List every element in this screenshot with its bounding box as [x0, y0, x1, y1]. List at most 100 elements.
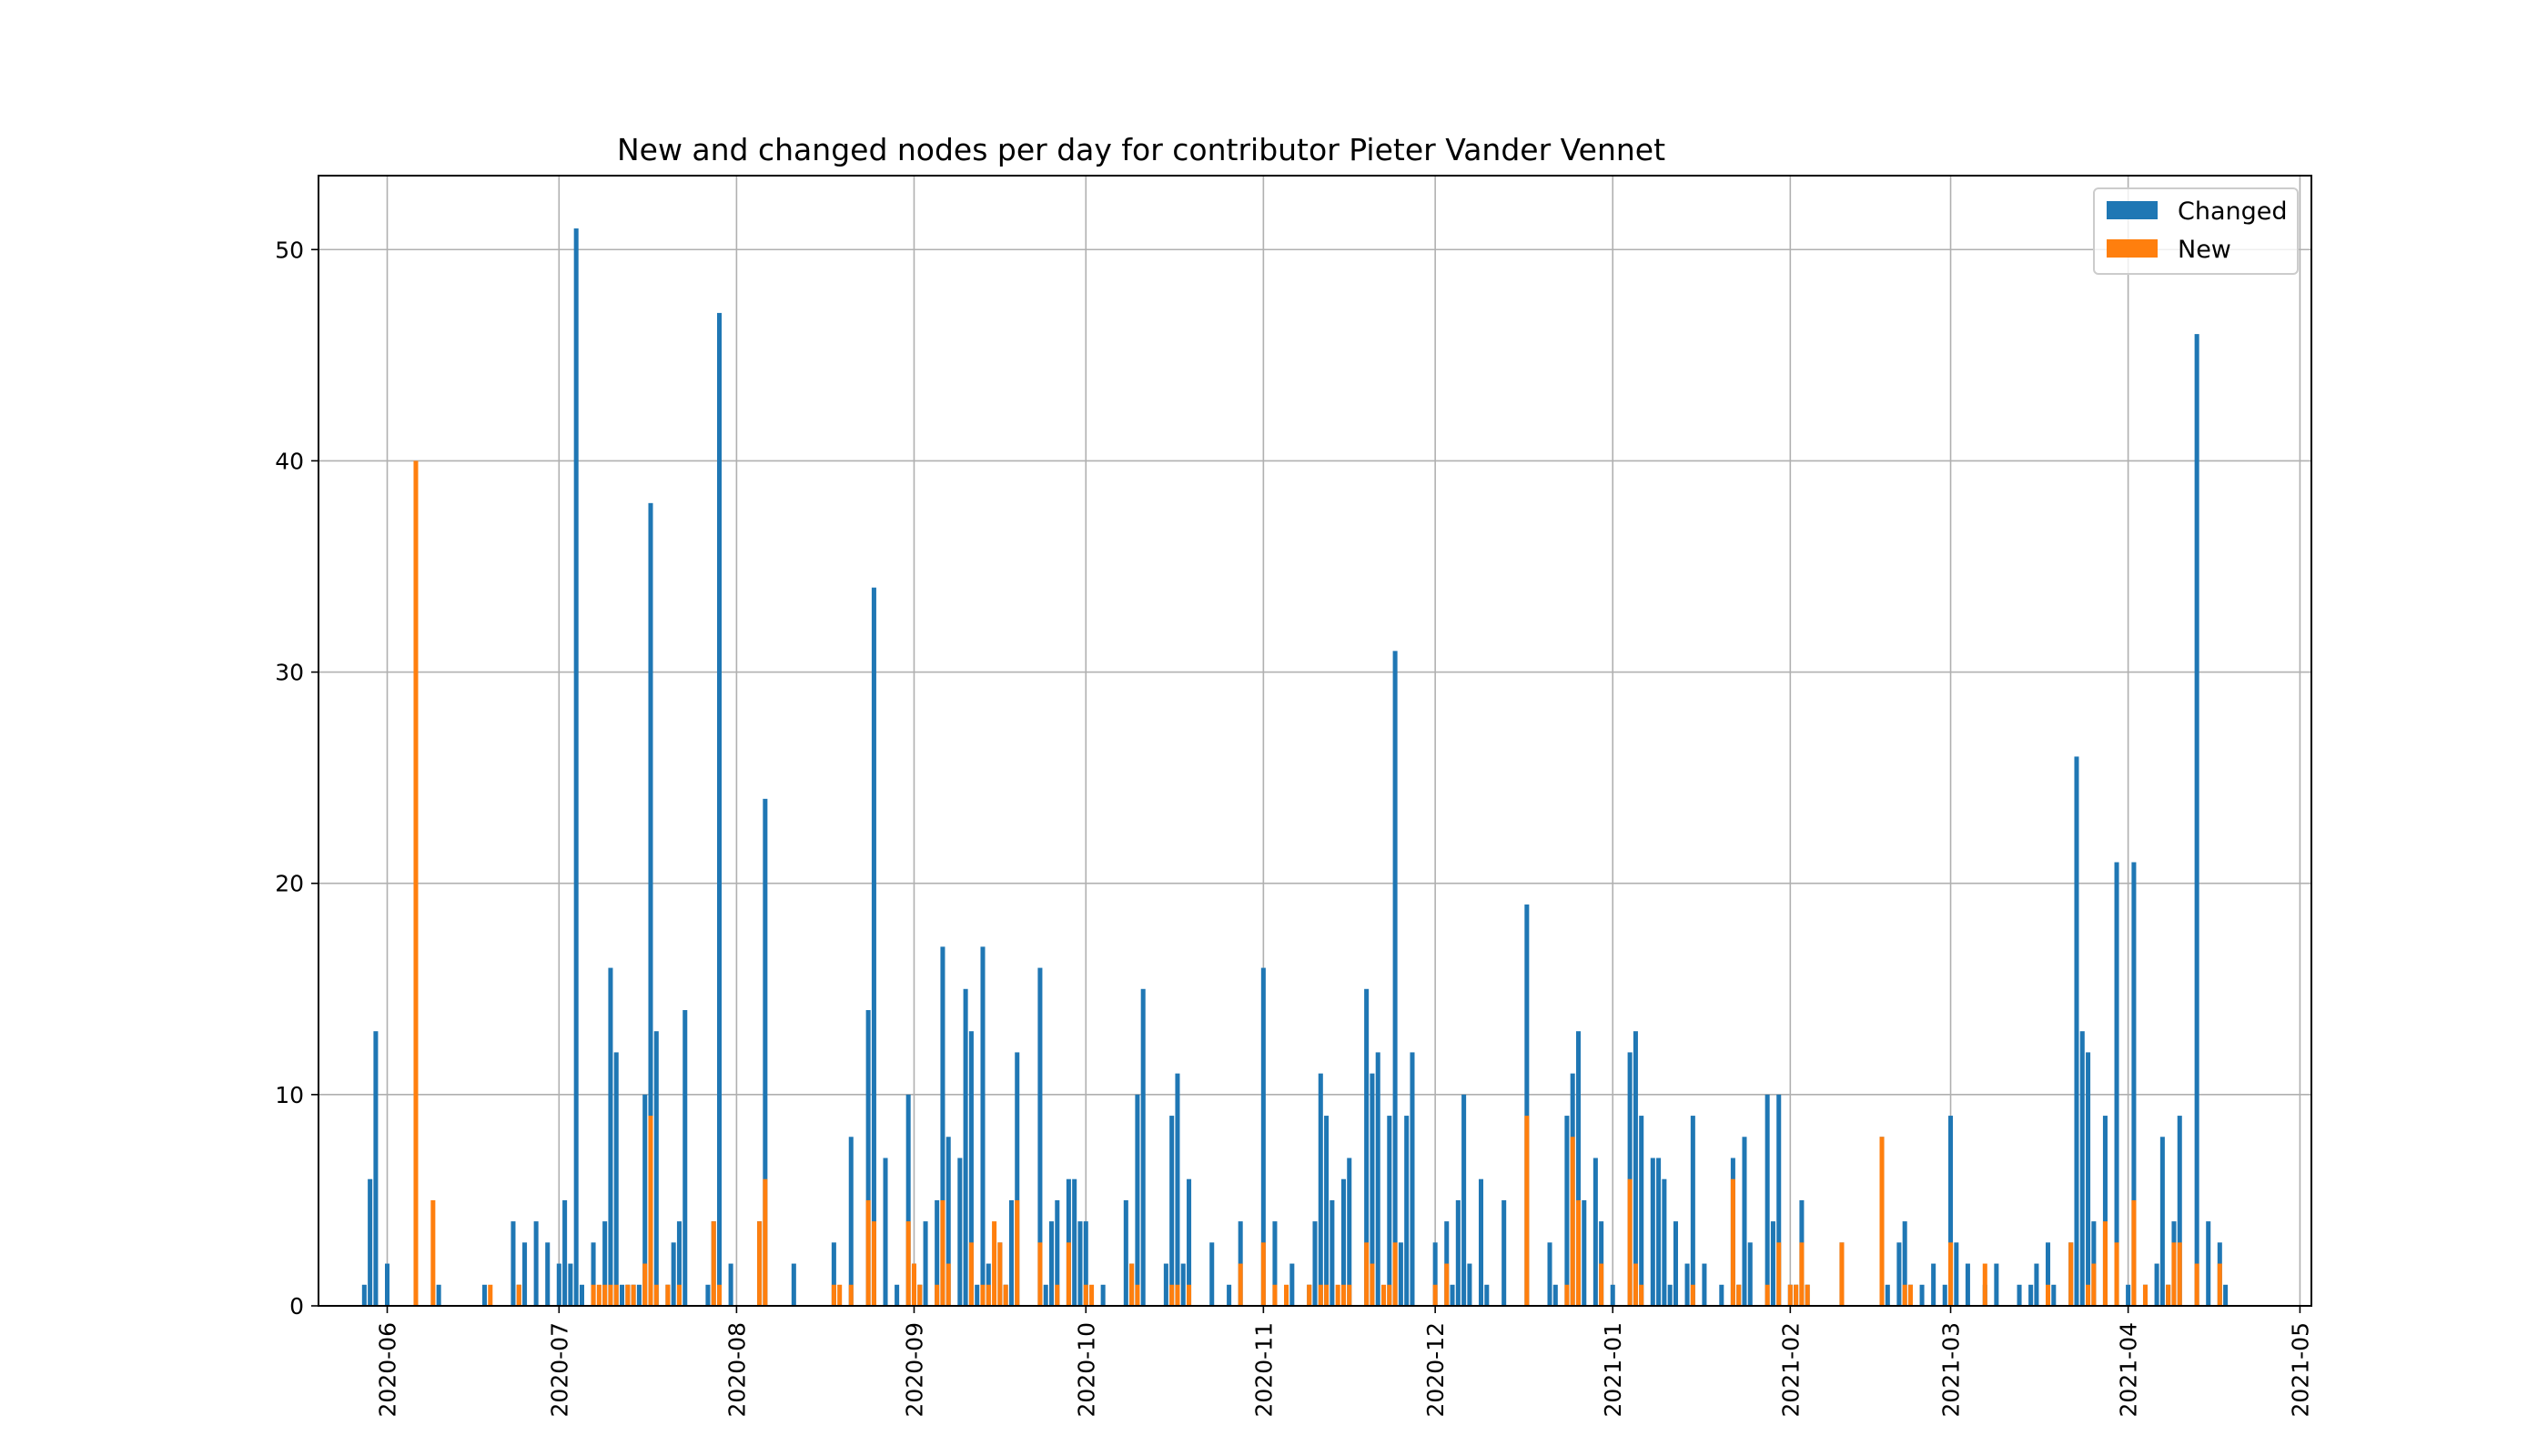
changed-bar	[1049, 1221, 1055, 1306]
new-bar	[1570, 1137, 1575, 1306]
new-bar	[665, 1284, 671, 1306]
changed-bar	[1742, 1137, 1747, 1306]
changed-bar	[1467, 1263, 1472, 1306]
changed-bar	[1564, 1116, 1570, 1306]
changed-bar	[1008, 1199, 1014, 1306]
changed-bar	[636, 1284, 642, 1306]
changed-bar	[848, 1137, 854, 1306]
changed-bar	[1662, 1178, 1667, 1306]
changed-bar	[1175, 1073, 1180, 1306]
changed-bar	[608, 967, 613, 1306]
new-bar	[613, 1284, 619, 1306]
new-bar	[1392, 1242, 1398, 1306]
new-bar	[1627, 1178, 1633, 1306]
changed-bar	[1169, 1116, 1175, 1306]
changed-bar	[968, 1031, 974, 1306]
changed-bar	[1896, 1242, 1902, 1306]
new-bar	[1135, 1284, 1140, 1306]
new-bar	[763, 1178, 768, 1306]
changed-bar	[533, 1221, 539, 1306]
y-tick-label: 30	[275, 660, 304, 686]
x-tick-label: 2021-04	[2116, 1322, 2142, 1417]
new-bar	[1037, 1242, 1043, 1306]
changed-bar	[2034, 1263, 2039, 1306]
new-bar	[1284, 1284, 1289, 1306]
changed-bar	[1764, 1094, 1770, 1306]
changed-bar	[791, 1263, 796, 1306]
new-bar	[1364, 1242, 1370, 1306]
changed-bar	[1484, 1284, 1490, 1306]
changed-bar	[1650, 1158, 1655, 1306]
changed-bar	[2028, 1284, 2034, 1306]
new-bar	[608, 1284, 613, 1306]
new-bar	[1444, 1263, 1450, 1306]
changed-bar	[1347, 1158, 1352, 1306]
new-bar	[1381, 1284, 1387, 1306]
new-bar	[1370, 1263, 1375, 1306]
changed-bar	[1552, 1284, 1558, 1306]
changed-bar	[1747, 1242, 1753, 1306]
changed-bar	[1163, 1263, 1168, 1306]
new-bar	[2068, 1242, 2074, 1306]
changed-bar	[1667, 1284, 1673, 1306]
new-bar	[711, 1221, 716, 1306]
changed-bar	[1072, 1178, 1077, 1306]
changed-bar	[865, 1009, 871, 1306]
changed-bar	[1387, 1116, 1392, 1306]
changed-bar	[1719, 1284, 1724, 1306]
new-bar	[625, 1284, 631, 1306]
changed-bar	[957, 1158, 963, 1306]
plot-frame	[318, 175, 2312, 1307]
y-tick-label: 40	[275, 448, 304, 474]
new-bar	[1324, 1284, 1330, 1306]
y-tick-label: 50	[275, 237, 304, 263]
new-bar	[642, 1263, 648, 1306]
new-bar	[1066, 1242, 1071, 1306]
new-bar	[917, 1284, 923, 1306]
changed-bar	[2126, 1284, 2131, 1306]
new-bar	[1260, 1242, 1266, 1306]
changed-bar	[1123, 1199, 1128, 1306]
legend: Changed New	[2093, 187, 2299, 275]
changed-bar	[2154, 1263, 2159, 1306]
changed-bar	[602, 1221, 608, 1306]
new-bar	[516, 1284, 521, 1306]
changed-bar	[1502, 1199, 1507, 1306]
changed-bar	[1919, 1284, 1925, 1306]
changed-bar	[986, 1263, 991, 1306]
changed-bar	[1948, 1116, 1954, 1306]
changed-bar	[1965, 1263, 1970, 1306]
new-bar	[1736, 1284, 1742, 1306]
changed-bar	[620, 1284, 625, 1306]
new-bar	[1879, 1137, 1885, 1306]
legend-swatch-changed	[2107, 201, 2158, 219]
changed-bar	[1524, 904, 1530, 1306]
changed-bar	[1610, 1284, 1615, 1306]
new-bar	[1340, 1284, 1346, 1306]
changed-bar	[2114, 862, 2119, 1306]
new-bar	[1387, 1284, 1392, 1306]
changed-bar	[1954, 1242, 1959, 1306]
changed-bar	[676, 1221, 682, 1306]
new-bar	[2142, 1284, 2149, 1306]
changed-bar	[2102, 1116, 2108, 1306]
changed-bar	[935, 1199, 940, 1306]
y-tick-label: 10	[275, 1082, 304, 1108]
new-bar	[757, 1221, 763, 1306]
new-bar	[968, 1242, 974, 1306]
new-bar	[2217, 1263, 2222, 1306]
new-bar	[1318, 1284, 1323, 1306]
changed-bar	[1055, 1199, 1060, 1306]
x-tick-label: 2021-03	[1938, 1322, 1965, 1417]
changed-bar	[1885, 1284, 1890, 1306]
new-bar	[413, 460, 419, 1306]
changed-bar	[895, 1284, 900, 1306]
changed-bar	[1639, 1116, 1644, 1306]
new-bar	[1794, 1284, 1799, 1306]
changed-bar	[1392, 651, 1398, 1306]
changed-bar	[871, 587, 876, 1306]
legend-swatch-new	[2107, 239, 2158, 258]
new-bar	[1690, 1284, 1695, 1306]
changed-bar	[1100, 1284, 1106, 1306]
